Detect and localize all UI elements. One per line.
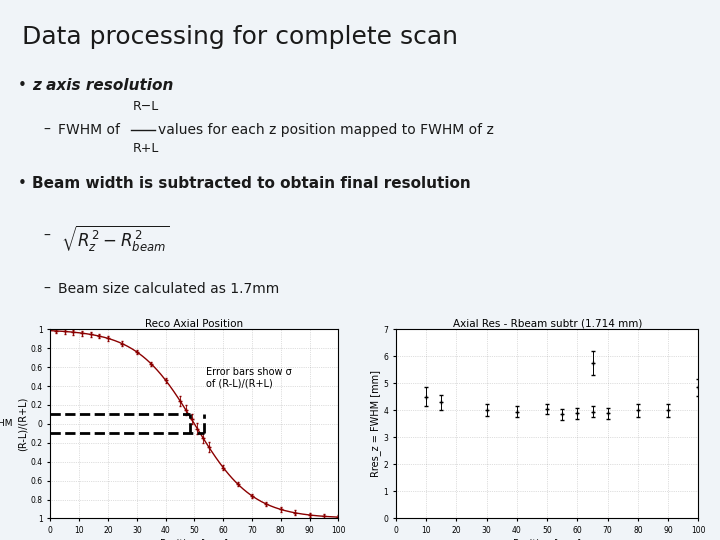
Text: –: –: [43, 123, 50, 137]
Text: –: –: [43, 229, 50, 243]
Y-axis label: (R-L)/(R+L): (R-L)/(R+L): [18, 397, 28, 451]
Text: values for each z position mapped to FWHM of z: values for each z position mapped to FWH…: [158, 123, 494, 137]
Text: R−L: R−L: [133, 99, 159, 112]
Title: Axial Res - Rbeam subtr (1.714 mm): Axial Res - Rbeam subtr (1.714 mm): [452, 319, 642, 329]
Text: Data processing for complete scan: Data processing for complete scan: [22, 24, 458, 49]
Text: z axis resolution: z axis resolution: [32, 78, 174, 93]
X-axis label: Position [mm]: Position [mm]: [161, 538, 228, 540]
Y-axis label: Rres_z = FWHM [mm]: Rres_z = FWHM [mm]: [370, 370, 381, 477]
Text: $\sqrt{R_z^{\,2} - R_{beam}^{\,2}}$: $\sqrt{R_z^{\,2} - R_{beam}^{\,2}}$: [61, 224, 169, 254]
Title: Reco Axial Position: Reco Axial Position: [145, 319, 243, 329]
Text: Beam width is subtracted to obtain final resolution: Beam width is subtracted to obtain final…: [32, 176, 471, 191]
Text: FWHM of: FWHM of: [58, 123, 120, 137]
Text: –: –: [43, 282, 50, 296]
X-axis label: Position [mm]: Position [mm]: [513, 538, 581, 540]
Text: Beam size calculated as 1.7mm: Beam size calculated as 1.7mm: [58, 282, 279, 296]
Text: FWHM: FWHM: [0, 420, 13, 428]
Text: R+L: R+L: [133, 141, 160, 154]
Text: •: •: [18, 176, 27, 191]
Text: Error bars show σ
of (R-L)/(R+L): Error bars show σ of (R-L)/(R+L): [206, 367, 292, 389]
Text: •: •: [18, 78, 27, 93]
